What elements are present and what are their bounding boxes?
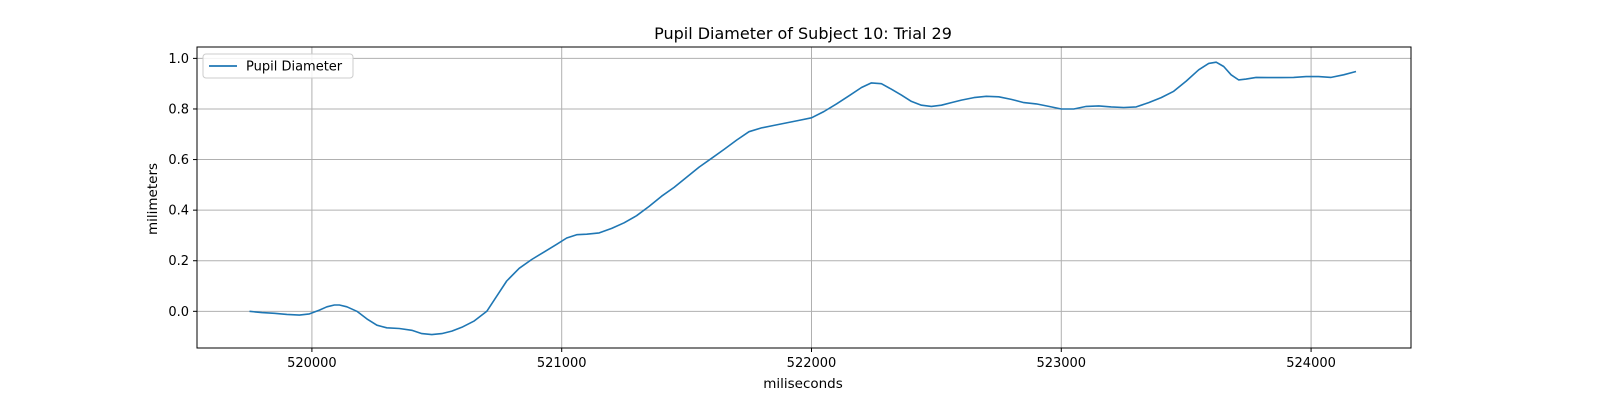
chart-title: Pupil Diameter of Subject 10: Trial 29 bbox=[654, 24, 952, 43]
legend-box bbox=[202, 53, 354, 79]
y-tick-label: 1.0 bbox=[168, 52, 189, 67]
y-tick-label: 0.2 bbox=[168, 254, 189, 269]
x-axis-label: miliseconds bbox=[763, 376, 843, 392]
grid-lines bbox=[197, 47, 1411, 348]
x-tick-label: 524000 bbox=[1286, 356, 1336, 371]
plot-area bbox=[249, 61, 1357, 336]
y-axis-label: milimeters bbox=[145, 163, 161, 235]
x-axis-ticks: 520000 521000 522000 523000 524000 bbox=[287, 348, 1336, 371]
y-tick-label: 0.6 bbox=[168, 153, 189, 168]
y-tick-label: 0.8 bbox=[168, 102, 189, 117]
x-tick-label: 522000 bbox=[787, 356, 837, 371]
y-axis-ticks: 0.0 0.2 0.4 0.6 0.8 1.0 bbox=[168, 52, 197, 320]
axes-frame bbox=[196, 46, 1412, 349]
x-tick-label: 521000 bbox=[537, 356, 587, 371]
x-tick-label: 523000 bbox=[1036, 356, 1086, 371]
series-line-pupil-diameter bbox=[249, 61, 1357, 336]
y-tick-label: 0.0 bbox=[168, 305, 189, 320]
y-tick-label: 0.4 bbox=[168, 204, 189, 219]
x-tick-label: 520000 bbox=[287, 356, 337, 371]
legend-label-pupil-diameter: Pupil Diameter bbox=[246, 60, 343, 75]
legend: Pupil Diameter bbox=[202, 53, 354, 79]
